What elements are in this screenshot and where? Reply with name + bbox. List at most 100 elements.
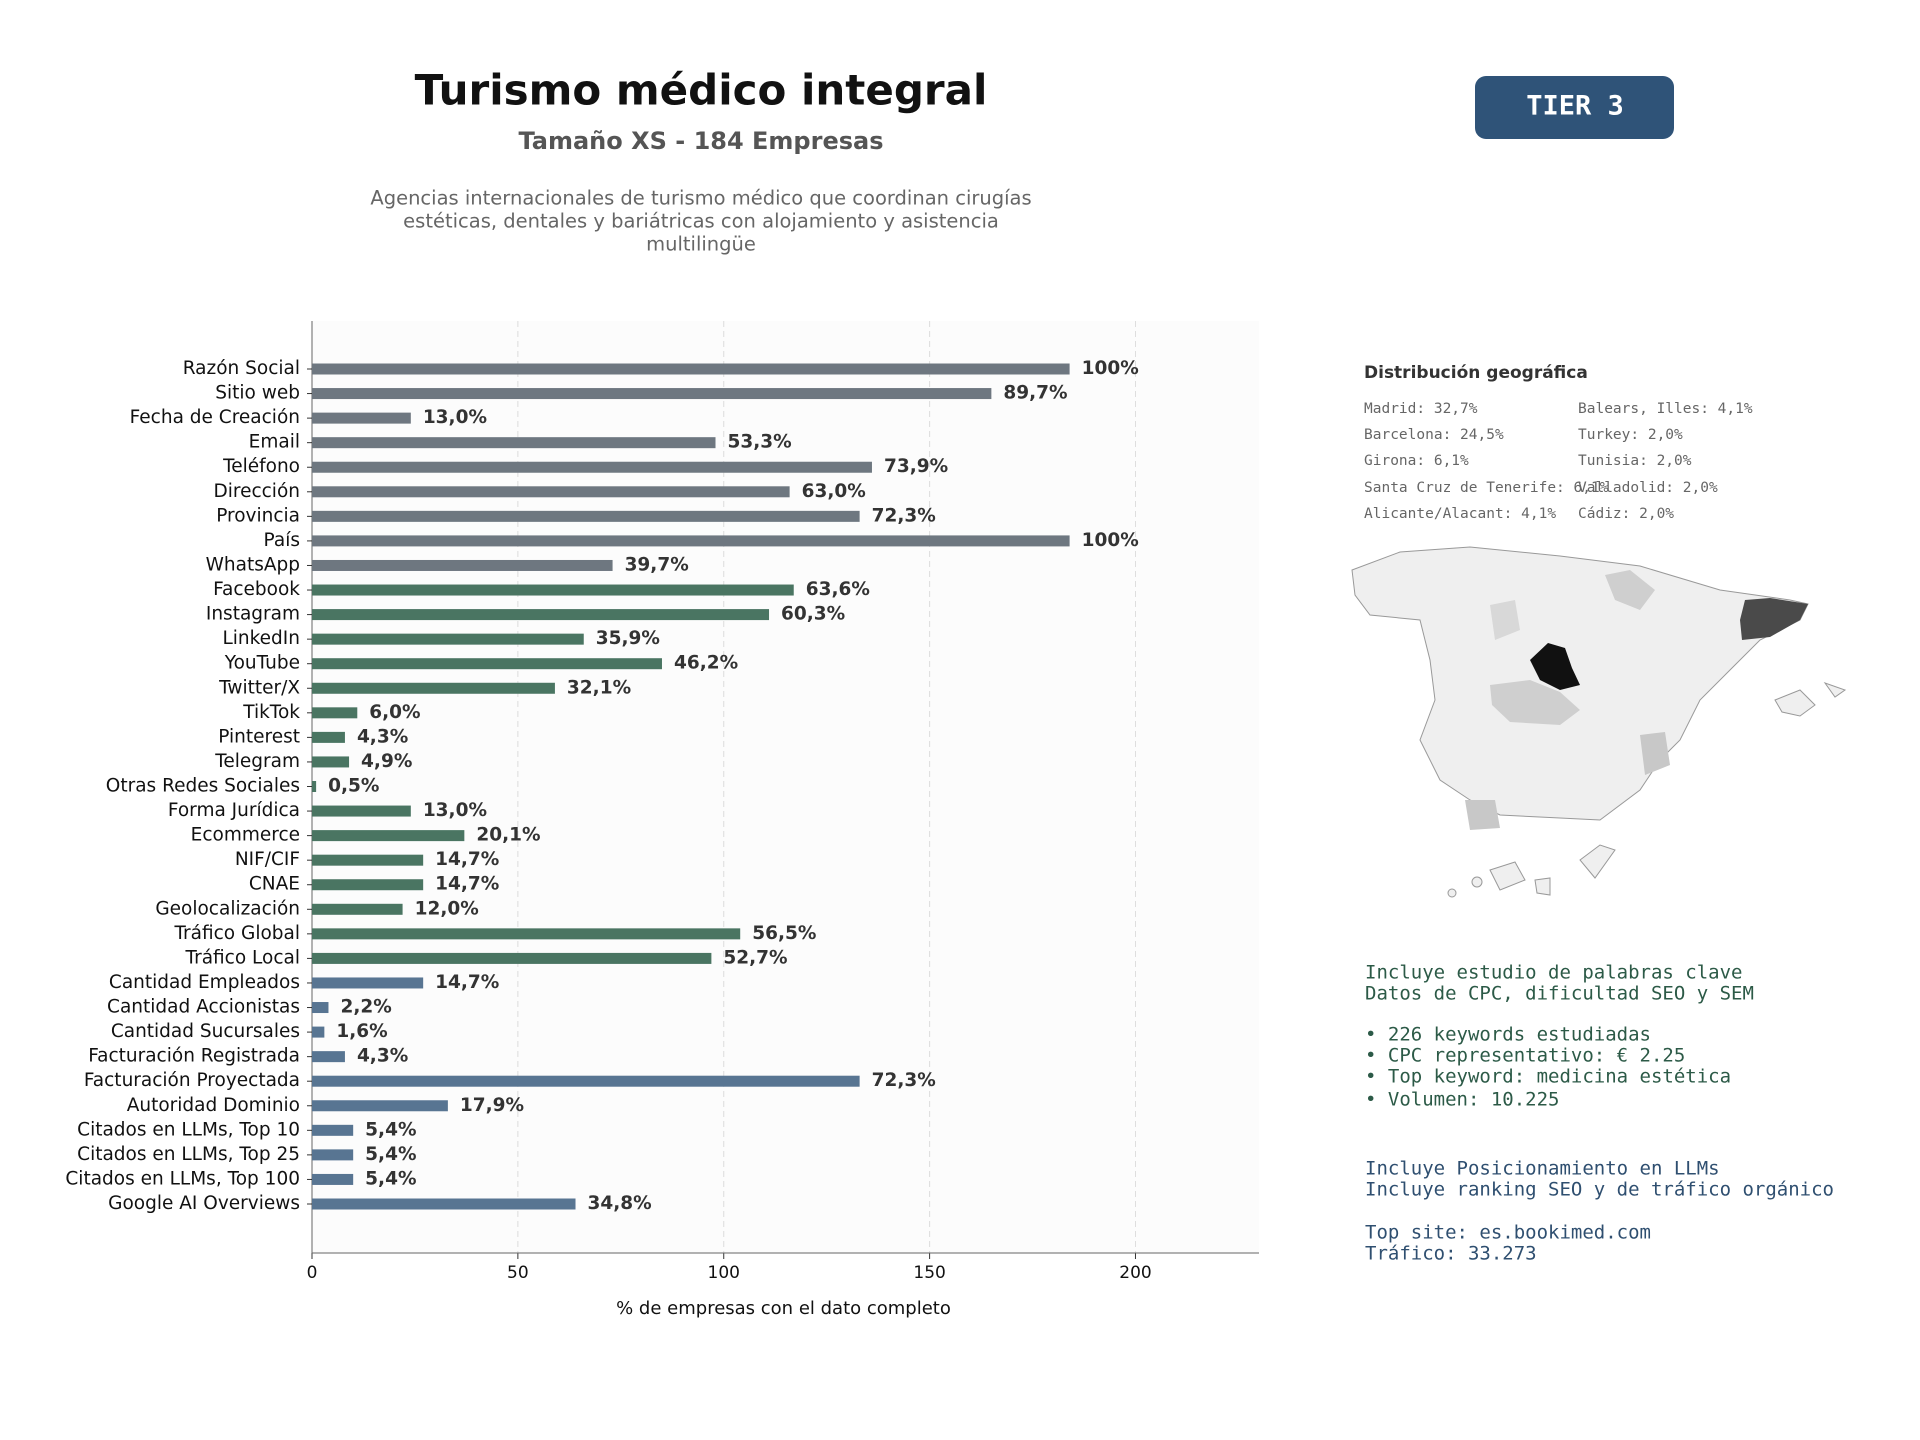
tier-label: TIER 3	[1526, 91, 1624, 122]
llm-line: Tráfico: 33.273	[1365, 1243, 1537, 1265]
x-tick-label: 150	[913, 1263, 945, 1283]
bar	[312, 1075, 860, 1087]
value-label: 72,3%	[872, 505, 936, 526]
y-tick-label: Citados en LLMs, Top 100	[65, 1168, 300, 1189]
value-label: 0,5%	[328, 776, 379, 797]
plot-area	[312, 321, 1259, 1253]
geo-item: Valladolid: 2,0%	[1578, 480, 1718, 496]
y-tick-label: Tráfico Local	[185, 947, 301, 968]
bar	[312, 559, 613, 571]
bar	[312, 952, 712, 964]
seo-line: • 226 keywords estudiadas	[1365, 1024, 1651, 1046]
bar	[312, 461, 872, 473]
value-label: 2,2%	[340, 997, 391, 1018]
y-tick-label: Telegram	[214, 751, 300, 772]
value-label: 5,4%	[365, 1168, 416, 1189]
y-tick-label: Citados en LLMs, Top 10	[77, 1119, 300, 1140]
value-label: 53,3%	[728, 432, 792, 453]
llm-line: Incluye ranking SEO y de tráfico orgánic…	[1365, 1179, 1834, 1201]
value-label: 46,2%	[674, 653, 738, 674]
bar	[312, 363, 1070, 375]
value-label: 72,3%	[872, 1070, 936, 1091]
bar	[312, 1026, 325, 1038]
geo-item: Tunisia: 2,0%	[1578, 453, 1692, 469]
bar	[312, 805, 411, 817]
bar	[312, 781, 317, 792]
value-label: 32,1%	[567, 677, 631, 698]
value-label: 100%	[1082, 530, 1139, 551]
x-tick-label: 200	[1119, 1263, 1151, 1283]
value-label: 13,0%	[423, 800, 487, 821]
geo-item: Alicante/Alacant: 4,1%	[1364, 506, 1556, 522]
geo-item: Barcelona: 24,5%	[1364, 427, 1504, 443]
bar	[312, 388, 992, 400]
value-label: 4,9%	[361, 751, 412, 772]
bar	[312, 1173, 354, 1185]
seo-line: • Top keyword: medicina estética	[1365, 1066, 1731, 1088]
seo-line: • Volumen: 10.225	[1365, 1089, 1559, 1111]
value-label: 20,1%	[476, 825, 540, 846]
tier-badge	[1475, 76, 1674, 139]
llm-line: Incluye Posicionamiento en LLMs	[1365, 1158, 1720, 1180]
geo-title: Distribución geográfica	[1364, 363, 1588, 383]
value-label: 39,7%	[625, 554, 689, 575]
description: multilingüe	[646, 233, 756, 256]
bar	[312, 830, 465, 842]
bar	[312, 1100, 448, 1112]
description: estéticas, dentales y bariátricas con al…	[403, 210, 999, 233]
y-tick-label: Ecommerce	[191, 825, 300, 846]
islands	[1774, 689, 1816, 717]
y-tick-label: Otras Redes Sociales	[106, 776, 300, 797]
x-tick-label: 50	[507, 1263, 529, 1283]
region-navarra	[1605, 570, 1655, 610]
bar	[312, 658, 662, 670]
y-tick-label: Citados en LLMs, Top 25	[77, 1144, 300, 1165]
value-label: 100%	[1082, 358, 1139, 379]
canaries	[1489, 861, 1526, 891]
region-alicante	[1640, 732, 1670, 775]
bar	[312, 682, 555, 694]
geo-item: Madrid: 32,7%	[1364, 401, 1478, 417]
value-label: 6,0%	[369, 702, 420, 723]
region-madrid	[1530, 643, 1580, 690]
y-tick-label: Forma Jurídica	[168, 800, 300, 821]
seo-line: Datos de CPC, dificultad SEO y SEM	[1365, 983, 1754, 1005]
bar	[312, 1124, 354, 1136]
bar	[312, 633, 584, 645]
y-tick-label: WhatsApp	[206, 554, 300, 575]
y-tick-label: Pinterest	[218, 726, 300, 747]
y-tick-label: Tráfico Global	[173, 923, 300, 944]
y-tick-label: Google AI Overviews	[108, 1193, 300, 1214]
value-label: 14,7%	[435, 849, 499, 870]
y-tick-label: NIF/CIF	[235, 849, 300, 870]
geo-item: Santa Cruz de Tenerife: 6,1%	[1364, 480, 1609, 496]
description: Agencias internacionales de turismo médi…	[370, 187, 1031, 210]
bar	[312, 977, 424, 989]
y-tick-label: Facturación Registrada	[88, 1046, 300, 1067]
canaries	[1534, 877, 1551, 896]
x-tick-label: 100	[708, 1263, 740, 1283]
y-tick-label: Geolocalización	[155, 898, 300, 919]
y-tick-label: Cantidad Empleados	[109, 972, 300, 993]
bar	[312, 707, 358, 719]
value-label: 89,7%	[1003, 383, 1067, 404]
y-tick-label: YouTube	[224, 653, 300, 674]
canaries	[1471, 876, 1483, 888]
geo-item: Girona: 6,1%	[1364, 453, 1469, 469]
value-label: 56,5%	[752, 923, 816, 944]
y-tick-label: Autoridad Dominio	[127, 1095, 300, 1116]
value-label: 4,3%	[357, 726, 408, 747]
canaries	[1447, 888, 1457, 898]
value-label: 4,3%	[357, 1046, 408, 1067]
bar	[312, 854, 424, 866]
y-tick-label: Sitio web	[215, 383, 300, 404]
bar	[312, 756, 350, 768]
bar	[312, 437, 716, 449]
map	[1351, 546, 1847, 898]
chart-subtitle: Tamaño XS - 184 Empresas	[519, 127, 884, 155]
x-axis-label: % de empresas con el dato completo	[616, 1298, 951, 1319]
y-tick-label: CNAE	[249, 874, 300, 895]
bar	[312, 535, 1070, 547]
y-tick-label: Twitter/X	[218, 677, 300, 698]
